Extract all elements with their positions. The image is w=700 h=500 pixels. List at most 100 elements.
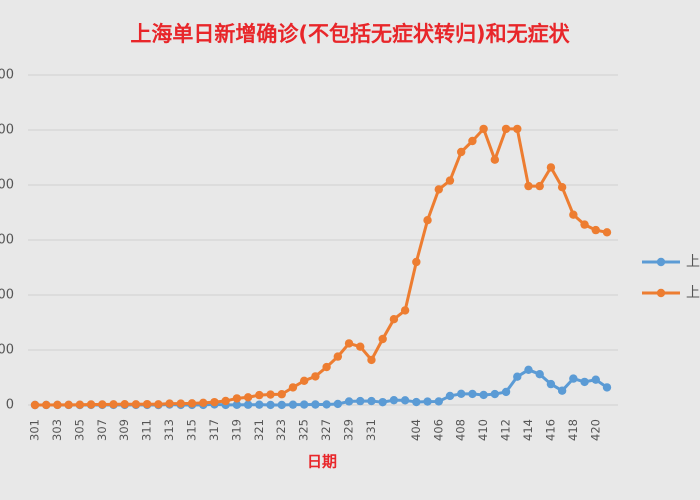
data-point	[557, 183, 567, 192]
data-point	[322, 362, 331, 372]
data-point	[42, 400, 51, 410]
data-point	[569, 374, 578, 383]
data-point	[367, 396, 376, 406]
y-tick-label: 0	[6, 398, 14, 413]
data-point	[524, 365, 533, 374]
data-point	[299, 400, 309, 409]
data-point	[580, 377, 589, 387]
data-point	[580, 220, 589, 229]
x-tick-label: 303	[50, 419, 64, 441]
data-point	[445, 391, 455, 401]
data-point	[53, 400, 62, 410]
y-tick-label: 20000	[0, 178, 14, 193]
x-tick-label: 315	[185, 419, 199, 441]
data-point	[569, 210, 578, 219]
data-point	[468, 389, 477, 399]
data-point	[187, 399, 197, 408]
data-point	[255, 400, 264, 409]
data-point	[255, 390, 264, 400]
y-tick-label: 5000	[0, 343, 14, 358]
x-tick-label: 414	[521, 419, 535, 441]
data-point	[591, 375, 600, 384]
data-point	[501, 387, 511, 397]
data-point	[479, 390, 488, 400]
data-point	[400, 396, 410, 405]
x-tick-label: 331	[364, 419, 378, 441]
data-point	[277, 400, 286, 410]
x-tick-label: 311	[140, 419, 154, 441]
legend-marker	[656, 257, 666, 267]
data-point	[490, 389, 500, 399]
data-point	[333, 352, 343, 361]
x-tick-label: 321	[252, 419, 266, 441]
data-point	[557, 386, 567, 395]
data-point	[445, 176, 455, 185]
data-point	[98, 400, 107, 409]
series-line	[34, 127, 608, 407]
data-point	[434, 397, 443, 406]
x-tick-label: 305	[72, 419, 86, 441]
data-point	[154, 400, 163, 409]
x-tick-label: 323	[274, 419, 288, 441]
data-point	[389, 395, 399, 405]
x-tick-label: 404	[409, 419, 423, 441]
data-point	[591, 225, 600, 235]
x-tick-label: 307	[95, 419, 109, 441]
data-point	[199, 398, 208, 408]
data-point	[501, 124, 511, 134]
data-point	[243, 393, 253, 402]
x-tick-label: 327	[319, 419, 333, 441]
data-point	[356, 396, 365, 406]
data-point	[524, 181, 533, 191]
data-point	[344, 339, 354, 348]
data-point	[232, 394, 242, 403]
data-point	[311, 372, 320, 381]
legend-marker	[656, 288, 666, 298]
data-point	[131, 400, 141, 409]
x-tick-label: 410	[476, 419, 490, 441]
x-tick-label: 317	[207, 419, 221, 441]
data-point	[602, 228, 612, 237]
data-point	[513, 124, 522, 134]
data-point	[602, 383, 612, 392]
x-tick-label: 301	[28, 419, 42, 441]
data-point	[456, 389, 466, 399]
data-point	[165, 399, 174, 408]
data-point	[423, 216, 432, 225]
data-point	[210, 397, 219, 407]
legend-label: 上	[686, 254, 700, 270]
data-point	[232, 400, 242, 410]
data-point	[356, 342, 365, 351]
data-point	[30, 400, 40, 410]
x-tick-label: 313	[162, 419, 176, 441]
chart-title: 上海单日新增确诊(不包括无症状转归)和无症状	[130, 22, 570, 46]
data-point	[400, 306, 410, 315]
data-point	[344, 397, 354, 406]
data-point	[468, 136, 477, 146]
data-point	[311, 400, 320, 409]
data-point	[378, 397, 387, 407]
data-point	[277, 390, 286, 399]
data-point	[266, 400, 275, 410]
legend-label: 上	[686, 285, 700, 301]
x-tick-label: 418	[566, 419, 580, 441]
data-point	[456, 147, 466, 157]
x-tick-label: 329	[342, 419, 356, 441]
x-tick-label: 412	[499, 419, 513, 441]
data-point	[546, 163, 556, 172]
data-point	[299, 376, 309, 385]
y-tick-label: 30000	[0, 68, 14, 83]
data-point	[86, 400, 96, 409]
data-point	[109, 400, 118, 409]
x-tick-label: 406	[431, 419, 445, 441]
data-point	[513, 372, 522, 381]
data-point	[288, 383, 298, 392]
data-point	[389, 315, 399, 324]
x-tick-label: 416	[543, 419, 557, 441]
data-point	[322, 400, 331, 409]
data-point	[266, 390, 275, 399]
data-point	[490, 155, 500, 164]
x-axis-label: 日期	[307, 453, 337, 471]
data-point	[423, 397, 432, 406]
x-tick-label: 309	[117, 419, 131, 441]
